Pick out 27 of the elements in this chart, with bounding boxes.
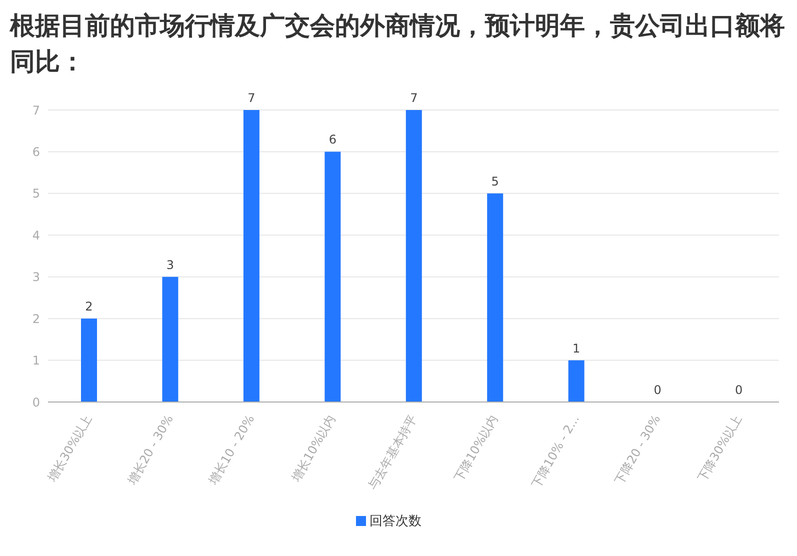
y-tick-label: 6 [32, 144, 40, 159]
bar [162, 276, 178, 402]
bar [406, 110, 422, 402]
chart-title: 根据目前的市场行情及广交会的外商情况，预计明年，贵公司出口额将同比： [10, 10, 786, 78]
bar [487, 193, 504, 402]
y-tick-label: 3 [32, 270, 40, 284]
data-label: 7 [248, 91, 256, 105]
data-label: 3 [166, 258, 174, 272]
bar [568, 360, 584, 402]
bar [81, 318, 97, 402]
data-label: 1 [572, 341, 580, 356]
y-tick-label: 0 [32, 395, 40, 410]
y-tick-label: 4 [32, 228, 40, 242]
legend-label: 回答次数 [370, 514, 422, 529]
data-label: 2 [85, 300, 93, 314]
data-label: 5 [491, 174, 499, 188]
y-tick-label: 7 [32, 103, 40, 118]
data-label: 0 [654, 383, 662, 397]
y-tick-label: 5 [32, 186, 40, 201]
bar [324, 152, 341, 402]
data-label: 7 [410, 91, 418, 105]
data-label: 6 [328, 132, 336, 147]
y-tick-label: 2 [32, 312, 40, 326]
bar [243, 110, 260, 402]
data-label: 0 [734, 383, 743, 397]
x-tick-label: 与去年基本持平 [365, 412, 420, 492]
y-tick-label: 1 [32, 354, 40, 368]
